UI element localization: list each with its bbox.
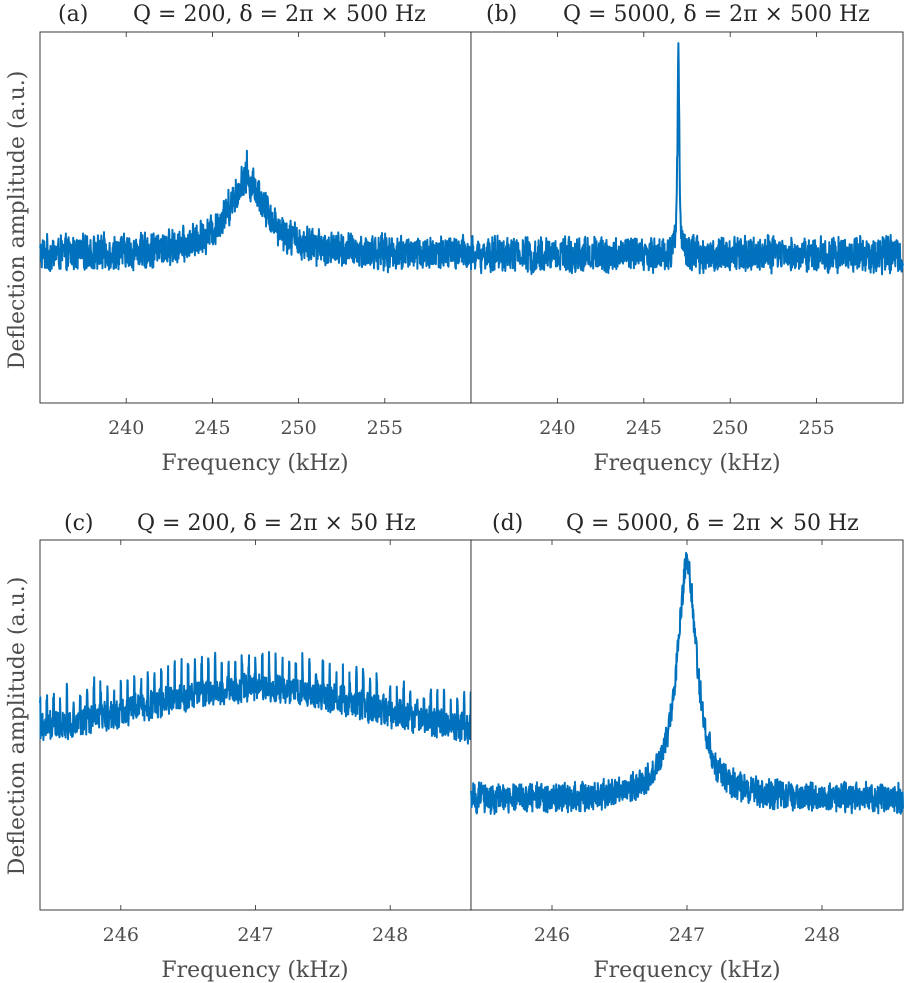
panel-d-label: (d) [492,511,523,536]
panel-a-tick-label: 250 [280,417,316,439]
panel-a: (a) Q = 200, δ = 2π × 500 Hz 240 245 250 25… [39,2,472,476]
panel-d-tick-label: 246 [534,924,570,946]
panel-b-line [470,42,904,276]
panel-b-tick-label: 245 [626,417,662,439]
panel-b-title: Q = 5000, δ = 2π × 500 Hz [563,2,870,27]
panel-c-tick-label: 247 [237,924,273,946]
panel-d: (d) Q = 5000, δ = 2π × 50 Hz 246 247 248 F… [470,511,904,983]
panel-c-xlabel: Frequency (kHz) [161,958,348,983]
panel-b: (b) Q = 5000, δ = 2π × 500 Hz 240 245 250 2… [470,2,904,476]
panel-b-label: (b) [486,2,517,27]
panel-c-label: (c) [64,511,94,536]
panel-a-axes [39,31,472,404]
panel-d-tick-label: 247 [669,924,705,946]
panel-b-tick-label: 255 [798,417,834,439]
panel-a-label: (a) [58,2,88,27]
panel-b-series [470,42,904,276]
panel-a-title: Q = 200, δ = 2π × 500 Hz [133,2,426,27]
panel-d-tick-label: 248 [804,924,840,946]
y-axis-label-top: Deflection amplitude (a.u.) [5,71,30,370]
panel-a-series [39,149,472,274]
panel-d-title: Q = 5000, δ = 2π × 50 Hz [566,511,859,536]
panel-a-tick-label: 240 [108,417,144,439]
panel-c: (c) Q = 200, δ = 2π × 50 Hz 246 247 248 Fr… [39,511,472,983]
panel-a-xlabel: Frequency (kHz) [161,451,348,476]
panel-b-ticks: 240 245 250 255 [539,32,835,439]
panel-a-ticks: 240 245 250 255 [108,32,403,439]
panel-c-ticks: 246 247 248 [103,540,408,946]
panel-b-xlabel: Frequency (kHz) [593,451,780,476]
panel-c-line [39,651,472,745]
panel-a-tick-label: 255 [367,417,403,439]
panel-c-series [39,651,472,745]
panel-a-line [39,149,472,274]
panel-b-tick-label: 240 [539,417,575,439]
panel-a-tick-label: 245 [194,417,230,439]
panel-b-tick-label: 250 [712,417,748,439]
panel-d-axes [470,539,904,911]
panel-d-xlabel: Frequency (kHz) [593,958,780,983]
panel-d-series [470,551,904,815]
panel-d-line [470,551,904,815]
panel-d-ticks: 246 247 248 [534,540,840,946]
panel-c-title: Q = 200, δ = 2π × 50 Hz [137,511,416,536]
panel-c-tick-label: 248 [372,924,408,946]
panel-b-axes [470,31,904,404]
panel-c-tick-label: 246 [103,924,139,946]
y-axis-label-bottom: Deflection amplitude (a.u.) [5,577,30,876]
